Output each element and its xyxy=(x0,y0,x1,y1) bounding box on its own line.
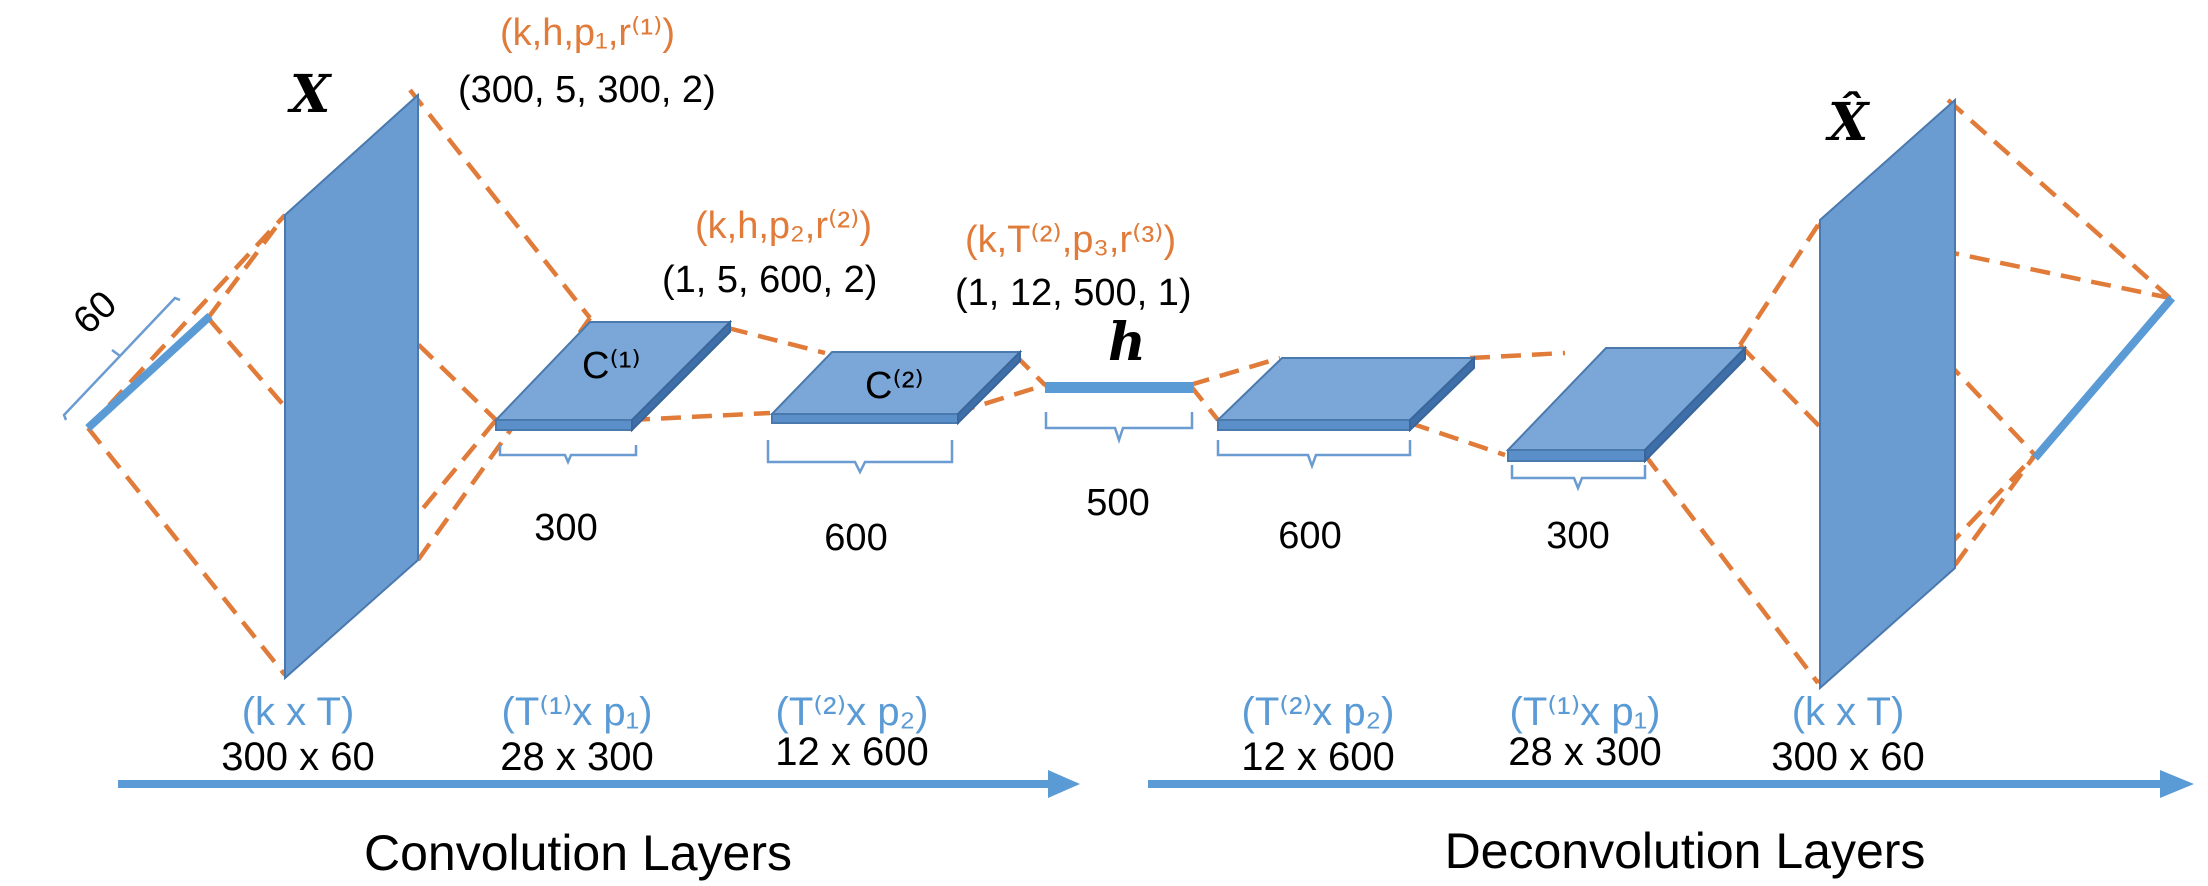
deconv-title: Deconvolution Layers xyxy=(1445,823,1926,879)
width-brace xyxy=(62,296,181,421)
deconv-layer1-slab: 600 xyxy=(1215,355,1477,557)
input-width-label: 60 xyxy=(65,283,125,343)
conv-layer2-slab: C⁽²⁾ 600 xyxy=(766,349,1023,559)
conv-title: Convolution Layers xyxy=(364,825,792,881)
conv-dim-2-symbolic: (T⁽²⁾x p₂) xyxy=(776,690,929,734)
layer2-param-label: (k,h,p₂,r⁽²⁾) xyxy=(695,205,872,247)
layer1-param-values: (300, 5, 300, 2) xyxy=(458,69,716,111)
layer3-param-label: (k,T⁽²⁾,p₃,r⁽³⁾) xyxy=(965,219,1176,261)
output-plane: X̂ xyxy=(1819,92,1956,691)
c2-size: 600 xyxy=(824,517,887,559)
c1-size: 300 xyxy=(534,507,597,549)
deconv-dim-1-symbolic: (T⁽¹⁾x p₁) xyxy=(1510,690,1661,734)
layer2-param-values: (1, 5, 600, 2) xyxy=(662,259,877,301)
latent-var-label: h xyxy=(1108,312,1146,373)
conv-arrow xyxy=(118,770,1080,798)
conv-dim-1-value: 28 x 300 xyxy=(500,735,653,779)
deconv-dim-2-value: 300 x 60 xyxy=(1771,735,1924,779)
c2-label: C⁽²⁾ xyxy=(865,365,924,407)
latent-size: 500 xyxy=(1086,482,1149,524)
deconv1-size: 600 xyxy=(1278,515,1341,557)
layer3-params: (k,T⁽²⁾,p₃,r⁽³⁾) (1, 12, 500, 1) xyxy=(955,219,1192,314)
deconv-dims: (T⁽²⁾x p₂) 12 x 600 (T⁽¹⁾x p₁) 28 x 300 … xyxy=(1241,690,1924,779)
deconv-layer2-slab: 300 xyxy=(1505,345,1748,557)
latent-vector: h 500 xyxy=(1044,312,1194,524)
layer1-param-label: (k,h,p₁,r⁽¹⁾) xyxy=(500,12,675,54)
deconv-dim-2-symbolic: (k x T) xyxy=(1792,690,1905,734)
deconv-dim-1-value: 28 x 300 xyxy=(1508,730,1661,774)
deconv-arrow xyxy=(1148,770,2194,798)
conv-layer1-slab: C⁽¹⁾ 300 xyxy=(493,319,733,549)
conv-dim-0-symbolic: (k x T) xyxy=(242,690,355,734)
layer1-params: (k,h,p₁,r⁽¹⁾) (300, 5, 300, 2) xyxy=(458,12,716,111)
input-column: 60 xyxy=(62,283,213,431)
deconv2-size: 300 xyxy=(1546,515,1609,557)
c1-label: C⁽¹⁾ xyxy=(582,345,641,387)
deconv-dim-0-symbolic: (T⁽²⁾x p₂) xyxy=(1242,690,1395,734)
layer3-param-values: (1, 12, 500, 1) xyxy=(955,272,1192,314)
conv-dims: (k x T) 300 x 60 (T⁽¹⁾x p₁) 28 x 300 (T⁽… xyxy=(221,690,928,779)
output-column xyxy=(2031,295,2176,461)
conv-dim-2-value: 12 x 600 xyxy=(775,730,928,774)
layer2-params: (k,h,p₂,r⁽²⁾) (1, 5, 600, 2) xyxy=(662,205,877,301)
output-var-label: X̂ xyxy=(1825,92,1871,153)
input-plane: X xyxy=(284,64,419,681)
conv-dim-0-value: 300 x 60 xyxy=(221,735,374,779)
conv-dim-1-symbolic: (T⁽¹⁾x p₁) xyxy=(502,690,653,734)
input-var-label: X xyxy=(287,64,333,125)
deconv-dim-0-value: 12 x 600 xyxy=(1241,735,1394,779)
